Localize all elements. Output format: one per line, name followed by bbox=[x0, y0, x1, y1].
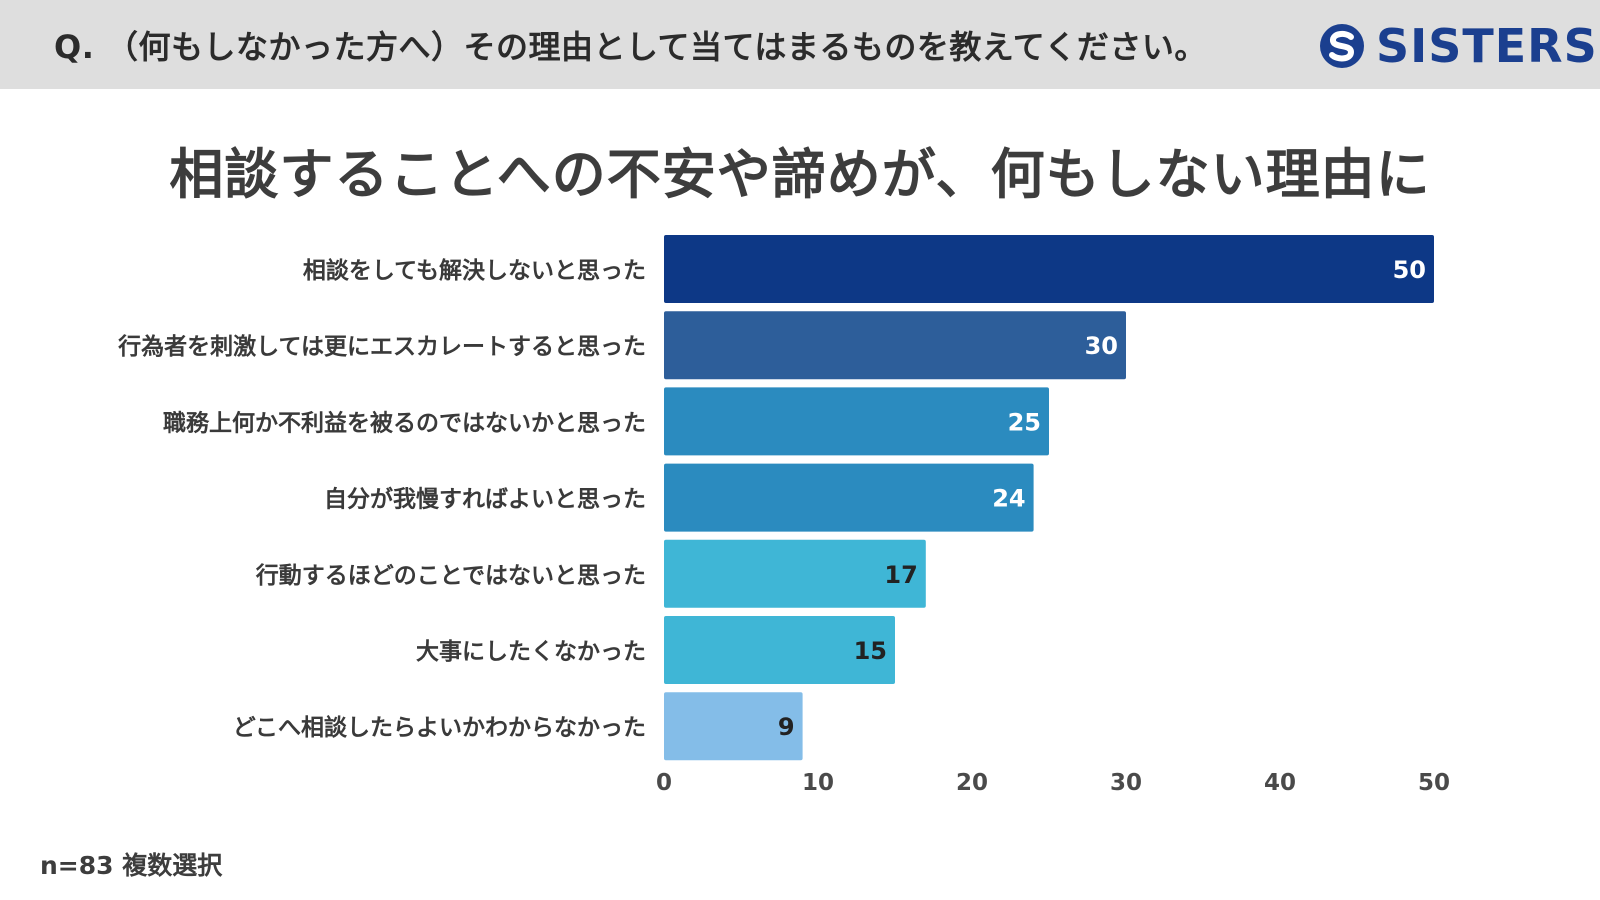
sisters-logo: SISTERS bbox=[1318, 18, 1598, 74]
data-label: 25 bbox=[1008, 408, 1041, 436]
category-label: 行為者を刺激しては更にエスカレートすると思った bbox=[117, 333, 646, 360]
logo-text: SISTERS bbox=[1376, 19, 1598, 73]
category-label: どこへ相談したらよいかわからなかった bbox=[233, 714, 646, 741]
data-label: 9 bbox=[778, 713, 795, 741]
category-label: 行動するほどのことではないと思った bbox=[255, 562, 646, 589]
bar-6 bbox=[664, 616, 895, 684]
category-label: 相談をしても解決しないと思った bbox=[303, 257, 646, 284]
x-tick-label: 10 bbox=[802, 770, 834, 796]
sample-size-note: n=83 複数選択 bbox=[40, 851, 223, 880]
x-tick-label: 40 bbox=[1264, 770, 1296, 796]
data-label: 30 bbox=[1085, 332, 1118, 360]
category-label: 自分が我慢すればよいと思った bbox=[324, 486, 646, 513]
x-tick-label: 50 bbox=[1418, 770, 1450, 796]
data-label: 17 bbox=[884, 561, 917, 589]
x-tick-label: 0 bbox=[656, 770, 672, 796]
bar-7 bbox=[664, 692, 803, 761]
bar-3 bbox=[664, 387, 1049, 456]
category-label: 職務上何か不利益を被るのではないかと思った bbox=[163, 409, 646, 436]
bar-2 bbox=[664, 311, 1126, 380]
category-label: 大事にしたくなかった bbox=[416, 639, 646, 665]
sisters-s-logo-icon bbox=[1320, 24, 1364, 68]
bar-4 bbox=[664, 463, 1034, 532]
data-label: 15 bbox=[854, 637, 887, 665]
question-text: Q. （何もしなかった方へ）その理由として当てはまるものを教えてください。 bbox=[54, 28, 1207, 66]
data-label: 50 bbox=[1393, 256, 1426, 284]
bar-5 bbox=[664, 539, 926, 608]
x-tick-label: 30 bbox=[1110, 770, 1142, 796]
header-bar: Q. （何もしなかった方へ）その理由として当てはまるものを教えてください。 SI… bbox=[0, 0, 1600, 89]
x-tick-label: 20 bbox=[956, 770, 988, 796]
chart-title: 相談することへの不安や諦めが、何もしない理由に bbox=[169, 143, 1431, 206]
data-label: 24 bbox=[992, 485, 1025, 513]
bar-1 bbox=[664, 235, 1434, 303]
